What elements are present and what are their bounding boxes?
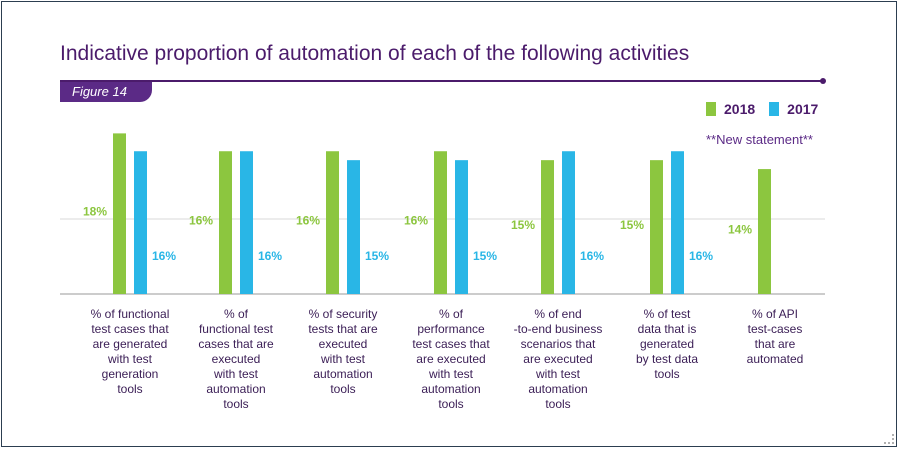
category-label-line: % of API: [751, 307, 799, 321]
category-label-line: automated: [746, 352, 804, 366]
category-label-line: that are: [754, 337, 796, 351]
category-label-line: data that is: [637, 322, 697, 336]
value-label-2018-6: 15%: [620, 218, 644, 232]
bar-2017-1: [134, 151, 147, 294]
bar-2018-6: [650, 160, 663, 294]
new-statement-note: **New statement**: [706, 132, 813, 147]
category-label-line: test cases that: [412, 337, 490, 351]
value-label-2018-3: 16%: [296, 214, 320, 228]
category-label-line: % of: [223, 307, 248, 321]
category-label-line: % of test: [643, 307, 691, 321]
category-label-4: % of performance test cases that are execut…: [396, 307, 506, 412]
title-rule-dot: [820, 78, 826, 84]
value-label-2017-4: 15%: [473, 249, 497, 263]
category-label-line: automation: [206, 382, 266, 396]
value-label-2017-2: 16%: [258, 249, 282, 263]
category-label-line: test cases that: [91, 322, 169, 336]
value-label-2017-3: 15%: [365, 249, 389, 263]
value-label-2018-5: 15%: [511, 218, 535, 232]
figure-tag: Figure 14: [60, 82, 152, 102]
category-label-line: tools: [223, 397, 249, 411]
category-label-line: performance: [417, 322, 485, 336]
category-label-line: tools: [545, 397, 571, 411]
category-label-line: tests that are: [308, 322, 378, 336]
category-label-line: by test data: [635, 352, 699, 366]
category-label-line: automation: [528, 382, 588, 396]
category-label-7: % of API test-cases that are automated: [720, 307, 830, 367]
bar-2018-2: [219, 151, 232, 294]
legend-swatch-2017: [769, 102, 780, 116]
legend: 2018 2017: [706, 100, 832, 118]
value-label-2018-1: 18%: [83, 205, 107, 219]
category-label-line: with test: [535, 367, 580, 381]
bar-2017-3: [347, 160, 360, 294]
bar-2017-2: [240, 151, 253, 294]
category-label-line: are executed: [523, 352, 593, 366]
category-label-line: generation: [101, 367, 159, 381]
value-label-2018-7: 14%: [728, 223, 752, 237]
category-label-line: with test: [213, 367, 258, 381]
bar-2018-5: [541, 160, 554, 294]
category-label-line: executed: [211, 352, 261, 366]
category-label-line: -to-end business: [513, 322, 603, 336]
category-label-line: % of end: [534, 307, 582, 321]
category-label-1: % of functional test cases that are genera…: [75, 307, 185, 397]
category-label-line: automation: [313, 367, 373, 381]
category-label-line: generated: [639, 337, 695, 351]
category-label-line: test-cases: [747, 322, 803, 336]
legend-item-2017: 2017: [769, 101, 818, 117]
category-label-line: are executed: [416, 352, 486, 366]
category-label-line: % of functional: [90, 307, 170, 321]
value-label-2017-6: 16%: [689, 249, 713, 263]
legend-label-2018: 2018: [724, 101, 756, 117]
category-label-line: % of: [438, 307, 463, 321]
legend-label-2017: 2017: [787, 101, 819, 117]
legend-swatch-2018: [706, 102, 716, 116]
category-label-line: tools: [117, 382, 143, 396]
bar-2017-4: [455, 160, 468, 294]
category-label-line: % of security: [308, 307, 378, 321]
title-rule: [60, 80, 822, 82]
bar-2017-6: [671, 151, 684, 294]
value-label-2018-4: 16%: [404, 214, 428, 228]
category-label-line: tools: [438, 397, 464, 411]
category-label-line: cases that are: [198, 337, 274, 351]
bar-2017-5: [562, 151, 575, 294]
category-label-line: scenarios that: [520, 337, 596, 351]
category-label-line: executed: [318, 337, 368, 351]
value-label-2017-1: 16%: [152, 249, 176, 263]
category-label-line: tools: [654, 367, 680, 381]
bar-2018-3: [326, 151, 339, 294]
value-label-2017-5: 16%: [580, 249, 604, 263]
category-label-line: with test: [428, 367, 473, 381]
category-label-line: are generated: [92, 337, 168, 351]
bar-2018-4: [434, 151, 447, 294]
category-label-line: automation: [421, 382, 481, 396]
value-label-2018-2: 16%: [189, 214, 213, 228]
legend-item-2018: 2018: [706, 101, 755, 117]
category-label-5: % of end -to-end business scenarios that ar…: [503, 307, 613, 412]
category-label-line: tools: [330, 382, 356, 396]
category-label-line: with test: [107, 352, 152, 366]
category-label-line: functional test: [198, 322, 274, 336]
category-label-6: % of test data that is generated by test da…: [612, 307, 722, 382]
resize-handle-icon: [884, 434, 894, 444]
category-label-2: % of functional test cases that are execute…: [181, 307, 291, 412]
category-label-3: % of security tests that are executed with …: [288, 307, 398, 397]
chart-title: Indicative proportion of automation of e…: [60, 42, 690, 65]
bar-2018-7: [758, 169, 771, 294]
category-label-line: with test: [320, 352, 365, 366]
bar-2018-1: [113, 133, 126, 294]
